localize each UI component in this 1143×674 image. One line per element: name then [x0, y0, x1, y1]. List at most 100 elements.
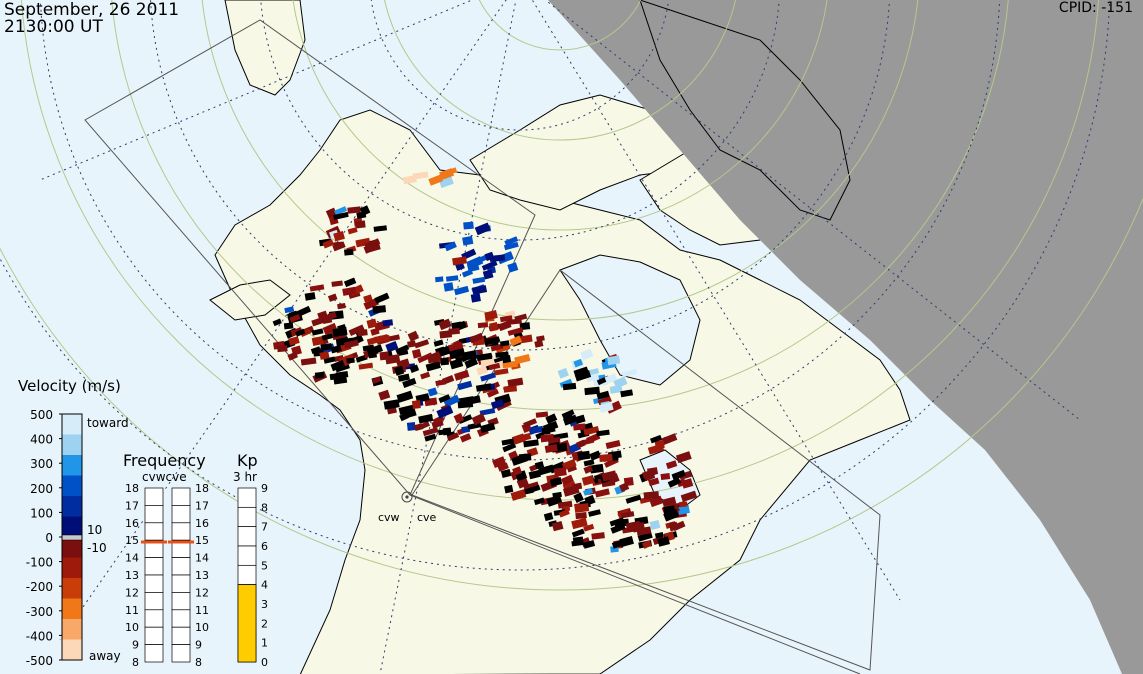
velocity-cell [343, 339, 359, 349]
velocity-cell [523, 487, 534, 495]
gs-label-neg: -10 [87, 541, 107, 555]
velocity-cell [557, 367, 569, 379]
velocity-tick-label: -500 [26, 654, 53, 668]
greenland-tip [224, 0, 306, 96]
velocity-cell [418, 413, 434, 424]
frequency-tick-left: 16 [125, 517, 139, 530]
frequency-cell [171, 626, 191, 645]
velocity-cell [311, 336, 325, 347]
velocity-cell [288, 336, 300, 346]
velocity-cell [388, 334, 400, 342]
velocity-cell [354, 220, 366, 229]
velocity-cell [343, 248, 354, 256]
velocity-cell [501, 438, 515, 446]
velocity-cell [518, 453, 532, 462]
velocity-cells [272, 167, 698, 553]
velocity-cell [529, 425, 544, 434]
velocity-cell [320, 343, 333, 351]
frequency-cell [144, 609, 164, 628]
velocity-cell [677, 504, 690, 515]
velocity-cell [428, 174, 443, 186]
header-cpid: CPID: -151 [1058, 0, 1133, 16]
velocity-cell [300, 357, 317, 366]
velocity-cell [409, 364, 420, 373]
kp-tick: 8 [261, 501, 268, 514]
velocity-cell [343, 277, 357, 288]
velocity-cell [583, 465, 594, 474]
velocity-cell [621, 368, 638, 378]
frequency-tick-left: 15 [125, 534, 139, 547]
velocity-cell [483, 336, 500, 346]
velocity-cell [605, 439, 621, 449]
velocity-cell [507, 262, 519, 273]
velocity-cell [575, 512, 587, 520]
velocity-cell [472, 285, 488, 295]
frequency-tick-right: 17 [195, 499, 209, 512]
velocity-cell [581, 475, 595, 486]
velocity-cell [385, 341, 399, 353]
velocity-cell [346, 357, 355, 364]
velocity-cell [642, 540, 652, 549]
velocity-cell [374, 334, 390, 343]
velocity-cell [411, 348, 422, 359]
velocity-cell [649, 519, 661, 530]
velocity-cell [472, 276, 486, 284]
frequency-tick-right: 13 [195, 569, 209, 582]
velocity-cell [619, 482, 630, 493]
velocity-cell [533, 497, 545, 506]
velocity-cell [321, 314, 333, 325]
velocity-cell [571, 517, 588, 530]
velocity-cell [601, 470, 618, 482]
velocity-cell [650, 434, 663, 444]
velocity-tick-label: -200 [26, 580, 53, 594]
velocity-cell [675, 451, 692, 464]
velocity-cell [665, 460, 678, 470]
velocity-cell [397, 373, 410, 382]
velocity-tick-label: 300 [30, 457, 53, 471]
velocity-tick-label: 0 [45, 531, 53, 545]
frequency-tick-right: 9 [195, 639, 202, 652]
velocity-color-swatch [62, 619, 82, 640]
velocity-cell [633, 522, 645, 531]
kp-cell [237, 545, 257, 566]
frequency-cell [144, 644, 164, 663]
kp-tick: 3 [261, 598, 268, 611]
velocity-cell [330, 360, 346, 372]
velocity-color-swatch [62, 455, 82, 476]
frequency-tick-right: 15 [195, 534, 209, 547]
frequency-tick-left: 17 [125, 499, 139, 512]
frequency-tick-right: 8 [195, 656, 202, 669]
kp-tick: 4 [261, 579, 268, 592]
velocity-cell [431, 419, 444, 429]
velocity-cell [480, 372, 497, 382]
velocity-cell [445, 275, 459, 282]
velocity-cell [420, 371, 431, 380]
radar-label-cvw: cvw [378, 511, 400, 524]
velocity-tick-label: 500 [30, 408, 53, 422]
velocity-cell [504, 236, 519, 246]
velocity-cell [660, 473, 671, 481]
velocity-cell [331, 280, 343, 287]
velocity-cell [402, 377, 417, 388]
velocity-cell [461, 269, 474, 278]
velocity-cell [559, 378, 573, 388]
velocity-cell [667, 477, 682, 488]
velocity-cell [277, 345, 288, 353]
velocity-cell [284, 306, 295, 314]
velocity-cell [443, 394, 460, 408]
velocity-cell [482, 269, 494, 280]
velocity-cell [458, 414, 473, 424]
header-time: 2130:00 UT [4, 17, 103, 37]
velocity-cell [433, 339, 444, 347]
frequency-cell [171, 592, 191, 611]
kp-tick: 1 [261, 637, 268, 650]
velocity-cell [287, 311, 299, 320]
velocity-cell [414, 339, 430, 349]
velocity-cell [497, 251, 514, 265]
velocity-cell [467, 422, 482, 430]
kp-tick: 5 [261, 559, 268, 572]
velocity-cell [438, 429, 448, 436]
frequency-cell [144, 557, 164, 576]
velocity-cell [574, 370, 592, 382]
velocity-cell [452, 256, 467, 266]
